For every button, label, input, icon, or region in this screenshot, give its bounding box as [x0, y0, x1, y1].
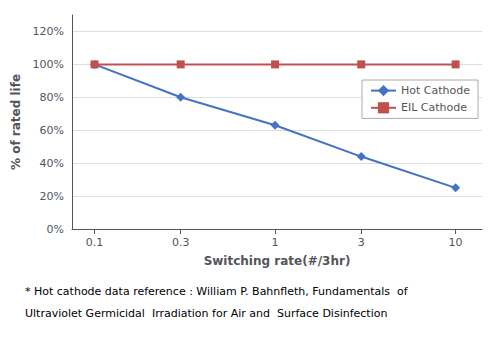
- svg-text:* Hot cathode data reference :: * Hot cathode data reference : William P…: [25, 285, 409, 298]
- svg-text:1: 1: [272, 236, 279, 249]
- svg-text:100%: 100%: [33, 58, 64, 71]
- svg-text:0.1: 0.1: [86, 236, 104, 249]
- svg-text:3: 3: [358, 236, 365, 249]
- svg-text:10: 10: [449, 236, 463, 249]
- svg-text:20%: 20%: [40, 190, 64, 203]
- svg-text:0.3: 0.3: [172, 236, 190, 249]
- svg-text:Hot Cathode: Hot Cathode: [401, 84, 470, 97]
- svg-text:40%: 40%: [40, 157, 64, 170]
- svg-text:EIL Cathode: EIL Cathode: [401, 101, 467, 114]
- svg-text:0%: 0%: [47, 223, 64, 236]
- svg-text:120%: 120%: [33, 25, 64, 38]
- svg-text:Ultraviolet Germicidal Irradi: Ultraviolet Germicidal Irradiation for A…: [25, 307, 387, 320]
- svg-text:% of rated life: % of rated life: [9, 74, 23, 170]
- svg-text:80%: 80%: [40, 91, 64, 104]
- svg-text:Switching rate(#/3hr): Switching rate(#/3hr): [204, 254, 351, 268]
- svg-text:60%: 60%: [40, 124, 64, 137]
